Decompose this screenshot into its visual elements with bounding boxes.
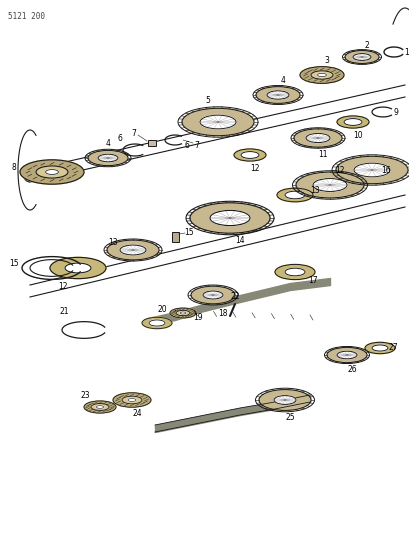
Ellipse shape: [148, 320, 164, 326]
Ellipse shape: [258, 390, 310, 410]
Ellipse shape: [96, 406, 103, 408]
Ellipse shape: [88, 150, 128, 166]
Text: 20: 20: [157, 305, 166, 314]
Text: 9: 9: [393, 108, 398, 117]
Ellipse shape: [326, 348, 366, 362]
Ellipse shape: [284, 191, 304, 199]
Text: 4: 4: [280, 76, 285, 85]
Text: 16: 16: [380, 166, 390, 174]
FancyBboxPatch shape: [172, 232, 179, 242]
Ellipse shape: [65, 263, 91, 273]
Text: 12: 12: [249, 164, 259, 173]
Ellipse shape: [182, 108, 254, 136]
Ellipse shape: [276, 188, 312, 202]
Text: 7: 7: [131, 128, 136, 138]
Text: 1: 1: [404, 47, 408, 56]
Text: 13: 13: [108, 238, 117, 246]
Ellipse shape: [20, 160, 84, 184]
Ellipse shape: [234, 149, 265, 161]
Text: 2: 2: [364, 41, 369, 50]
Text: 8: 8: [11, 163, 16, 172]
Text: 24: 24: [132, 408, 142, 417]
Text: 4: 4: [105, 139, 110, 148]
Ellipse shape: [180, 312, 185, 314]
Ellipse shape: [310, 71, 332, 79]
Ellipse shape: [312, 179, 346, 191]
Ellipse shape: [335, 156, 407, 184]
Ellipse shape: [284, 268, 304, 276]
Ellipse shape: [336, 351, 356, 359]
Text: 21: 21: [59, 308, 69, 317]
Ellipse shape: [353, 163, 389, 177]
Text: 3: 3: [324, 55, 329, 64]
Ellipse shape: [344, 51, 378, 63]
Ellipse shape: [202, 291, 222, 299]
Text: 23: 23: [80, 391, 90, 400]
Text: 10: 10: [352, 131, 362, 140]
Ellipse shape: [343, 118, 361, 125]
Text: 17: 17: [308, 276, 317, 285]
Text: 27: 27: [387, 343, 397, 352]
Text: 12: 12: [335, 166, 344, 174]
Ellipse shape: [299, 67, 343, 83]
Ellipse shape: [91, 403, 109, 410]
Text: 5: 5: [205, 95, 210, 104]
Text: 6: 6: [117, 133, 122, 142]
Text: 5121 200: 5121 200: [8, 12, 45, 21]
Text: 14: 14: [235, 236, 244, 245]
Text: 7: 7: [194, 141, 199, 149]
Ellipse shape: [371, 345, 387, 351]
Ellipse shape: [36, 166, 68, 178]
Ellipse shape: [84, 401, 116, 413]
Ellipse shape: [45, 169, 58, 174]
Ellipse shape: [255, 87, 299, 103]
Text: 22: 22: [230, 292, 239, 301]
Ellipse shape: [142, 317, 172, 329]
Ellipse shape: [352, 54, 370, 60]
Ellipse shape: [170, 308, 196, 318]
Ellipse shape: [50, 257, 106, 279]
Ellipse shape: [191, 286, 234, 304]
Text: 25: 25: [285, 414, 294, 423]
Ellipse shape: [317, 74, 326, 77]
Ellipse shape: [120, 245, 146, 255]
Ellipse shape: [200, 115, 236, 129]
Ellipse shape: [274, 264, 314, 280]
Ellipse shape: [240, 151, 258, 158]
Text: 12: 12: [58, 281, 67, 290]
Text: 15: 15: [9, 259, 19, 268]
Ellipse shape: [336, 116, 368, 128]
Text: 6: 6: [184, 141, 189, 149]
Text: 18: 18: [218, 309, 227, 318]
Text: 13: 13: [310, 185, 319, 195]
Ellipse shape: [98, 154, 118, 162]
Ellipse shape: [295, 172, 363, 198]
Text: 15: 15: [184, 228, 193, 237]
Ellipse shape: [273, 395, 295, 405]
FancyBboxPatch shape: [148, 140, 155, 146]
Ellipse shape: [293, 129, 341, 147]
Ellipse shape: [266, 91, 288, 99]
Text: 26: 26: [346, 365, 356, 374]
Ellipse shape: [107, 240, 159, 260]
Ellipse shape: [189, 203, 270, 233]
Ellipse shape: [175, 310, 189, 316]
Ellipse shape: [128, 399, 136, 401]
Ellipse shape: [122, 396, 142, 404]
Ellipse shape: [113, 393, 151, 407]
Ellipse shape: [305, 133, 329, 142]
Ellipse shape: [209, 211, 249, 225]
Text: 19: 19: [193, 313, 202, 322]
Text: 11: 11: [317, 149, 327, 158]
Ellipse shape: [364, 342, 394, 354]
